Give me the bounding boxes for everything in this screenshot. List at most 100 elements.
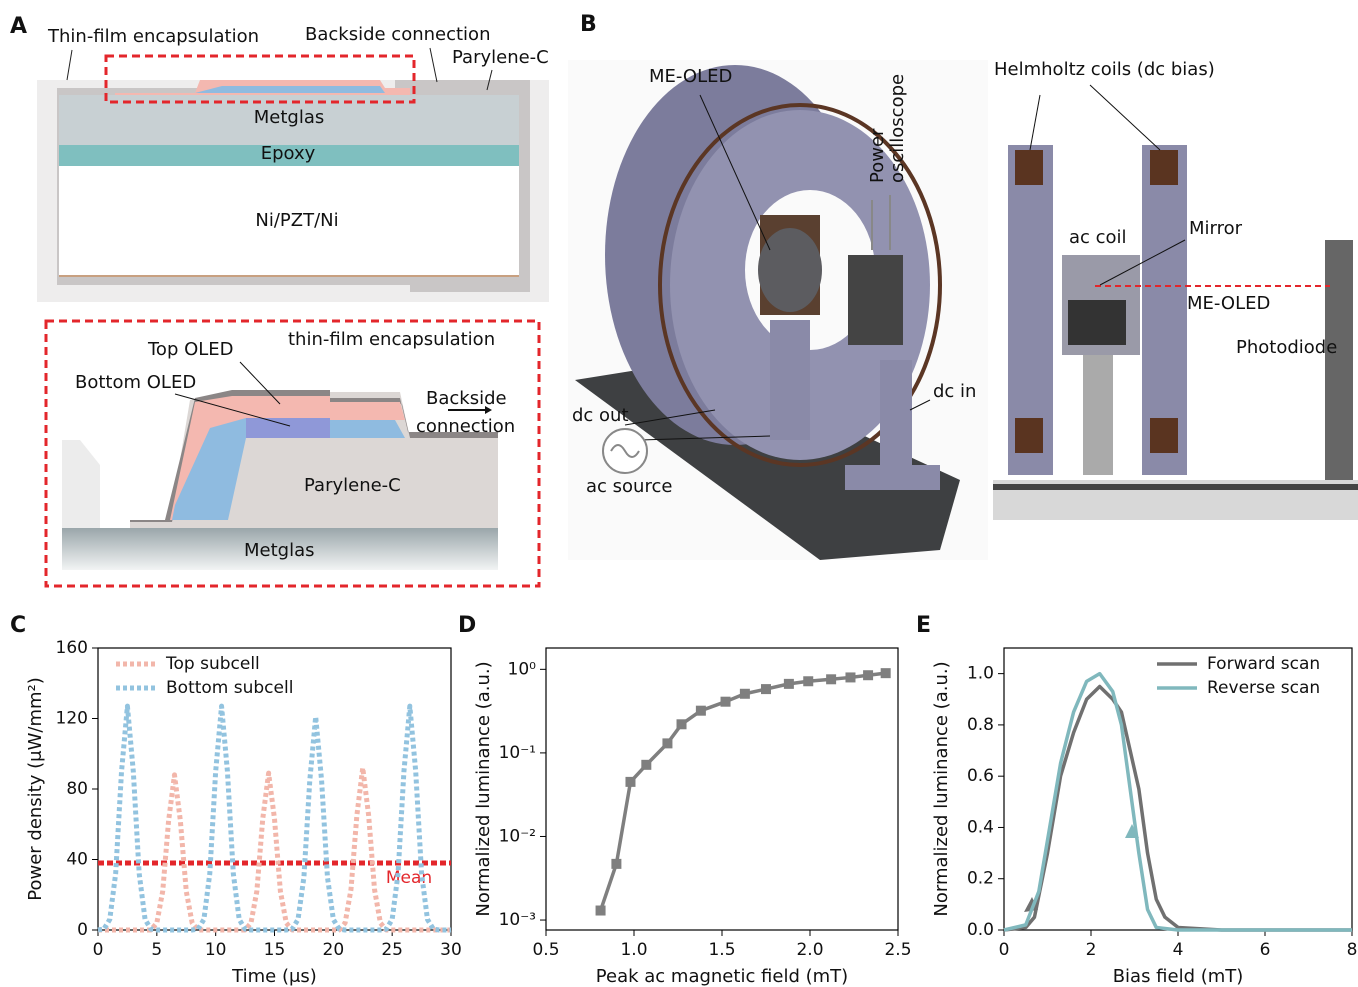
- label: Parylene-C: [452, 47, 549, 68]
- label: thin-film encapsulation: [288, 329, 495, 350]
- y-axis-label: Normalized luminance (a.u.): [931, 661, 952, 916]
- label: Ni/PZT/Ni: [255, 210, 338, 231]
- panel-label: B: [580, 12, 597, 37]
- marker: [625, 776, 636, 787]
- inset-metglas: [62, 528, 498, 570]
- label: ME-OLED: [1187, 293, 1270, 314]
- arrow-head: [485, 406, 492, 414]
- label: Power: [867, 128, 888, 183]
- series-line: [1003, 684, 1352, 932]
- y-tick-label: 160: [56, 638, 88, 658]
- y-axis-label: Normalized luminance (a.u.): [473, 661, 494, 916]
- panel-a: A Thin-film encapsulation Backside conne…: [10, 14, 549, 588]
- x-tick-label: 15: [264, 940, 286, 960]
- label: Bottom OLED: [75, 372, 196, 393]
- series-line: [598, 671, 886, 912]
- x-tick-label: 1.0: [620, 940, 647, 960]
- y-tick-label: 0.8: [967, 715, 994, 735]
- x-tick-label: 4: [1173, 940, 1184, 960]
- panel-label: C: [10, 613, 26, 638]
- x-tick-label: 25: [381, 940, 403, 960]
- label: Metglas: [244, 540, 315, 561]
- sample: [1068, 300, 1126, 345]
- x-tick-label: 2.5: [884, 940, 911, 960]
- series-line: [97, 703, 451, 933]
- inset-bottom-oled: [172, 418, 405, 520]
- label: Helmholtz coils (dc bias): [994, 59, 1215, 80]
- y-tick-label: 120: [56, 709, 88, 729]
- plot-frame: [545, 647, 899, 931]
- label: Top OLED: [147, 339, 234, 360]
- y-tick-label: 80: [66, 779, 88, 799]
- series-line: [98, 765, 451, 933]
- marker: [720, 696, 731, 707]
- x-tick-label: 10: [205, 940, 227, 960]
- oscilloscope-probe: [848, 255, 903, 345]
- leader: [174, 393, 291, 427]
- label: dc out: [572, 405, 629, 426]
- y-tick-label: 0.0: [967, 920, 994, 940]
- leader: [624, 409, 716, 426]
- leader: [486, 69, 493, 91]
- y-tick-label: 0.2: [967, 869, 994, 889]
- leader: [239, 361, 281, 405]
- legend-label: Reverse scan: [1207, 678, 1320, 698]
- label: Photodiode: [1236, 337, 1337, 358]
- legend-label: Forward scan: [1207, 654, 1320, 674]
- oled-bottom: [195, 86, 385, 93]
- x-tick-label: 0.5: [532, 940, 559, 960]
- label: Parylene-C: [304, 475, 401, 496]
- y-tick-label: 10⁻¹: [499, 743, 536, 763]
- panel-label: A: [10, 14, 27, 39]
- y-tick-label: 40: [66, 850, 88, 870]
- legend-label: Top subcell: [165, 654, 260, 674]
- x-axis-label: Peak ac magnetic field (mT): [596, 966, 848, 987]
- x-tick-label: 0: [93, 940, 104, 960]
- label: Thin-film encapsulation: [47, 26, 259, 47]
- marker: [595, 905, 606, 916]
- marker: [803, 676, 814, 687]
- marker: [641, 759, 652, 770]
- y-tick-label: 10⁻³: [499, 910, 536, 930]
- post: [880, 360, 912, 470]
- y-tick-label: 0.6: [967, 766, 994, 786]
- x-tick-label: 0: [999, 940, 1010, 960]
- x-tick-label: 2.0: [796, 940, 823, 960]
- marker: [863, 670, 874, 681]
- post: [1083, 355, 1113, 475]
- marker: [695, 705, 706, 716]
- marker: [880, 668, 891, 679]
- base: [845, 465, 940, 490]
- coil-winding: [658, 103, 942, 467]
- metglas-layer: [59, 95, 519, 145]
- label: Epoxy: [261, 143, 316, 164]
- label: ac coil: [1069, 227, 1127, 248]
- x-tick-label: 2: [1086, 940, 1097, 960]
- label: Metglas: [254, 107, 325, 128]
- post: [770, 320, 810, 440]
- panel-b: B ME-OLED Power oscilloscope dc out ac s…: [568, 12, 1358, 560]
- legend-label: Bottom subcell: [166, 678, 293, 698]
- leader: [1089, 84, 1161, 151]
- x-tick-label: 6: [1260, 940, 1271, 960]
- y-tick-label: 10⁻²: [499, 826, 536, 846]
- label: Backside connection: [305, 24, 490, 45]
- marker: [845, 672, 856, 683]
- y-tick-label: 10⁰: [508, 659, 537, 679]
- sine: [610, 444, 640, 458]
- x-tick-label: 30: [440, 940, 462, 960]
- coil-winding: [1015, 418, 1043, 453]
- zoom-box: [104, 54, 416, 104]
- coil-winding: [1150, 418, 1178, 453]
- series-line: [1003, 671, 1352, 932]
- piezo-layer: [59, 166, 519, 276]
- inset-bg: [62, 440, 100, 528]
- x-tick-label: 5: [151, 940, 162, 960]
- marker: [739, 688, 750, 699]
- y-tick-label: 0: [77, 920, 88, 940]
- sample-holder: [758, 228, 822, 312]
- x-tick-label: 20: [323, 940, 345, 960]
- coil-winding: [1150, 150, 1178, 185]
- y-tick-label: 0.4: [967, 817, 994, 837]
